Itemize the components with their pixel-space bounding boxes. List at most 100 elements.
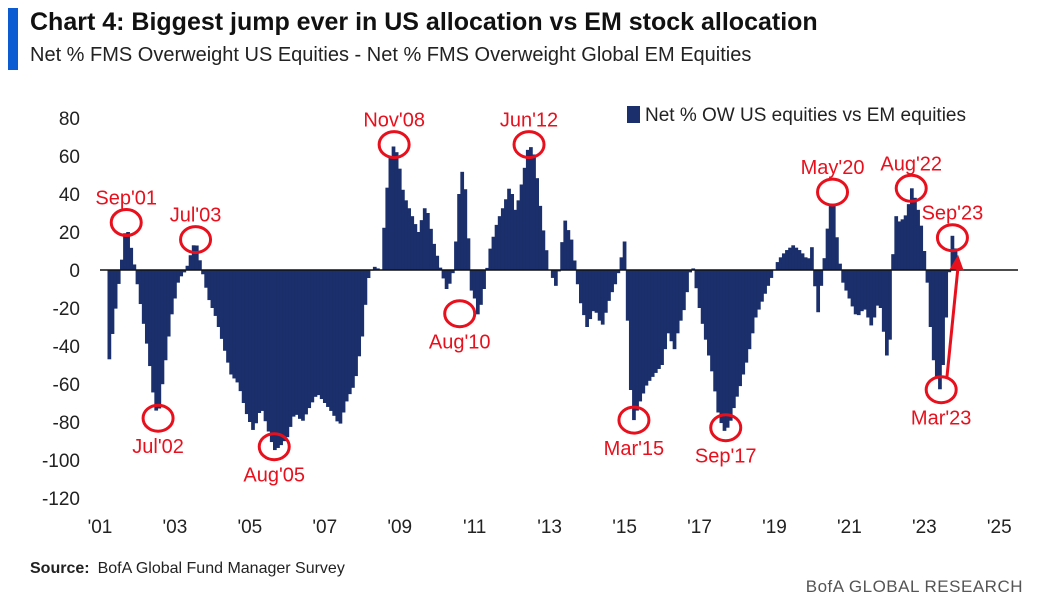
bar (338, 270, 343, 424)
bar (297, 270, 302, 419)
bar (248, 270, 252, 422)
bar (835, 237, 839, 270)
bar (878, 270, 883, 308)
bar (344, 270, 349, 402)
bar (625, 270, 630, 321)
y-tick-label: -120 (42, 489, 80, 510)
x-tick-label: '07 (312, 517, 337, 538)
bar (685, 270, 689, 293)
bar (838, 263, 842, 270)
bar (725, 270, 730, 428)
x-tick-label: '01 (88, 517, 113, 538)
bar (650, 270, 655, 377)
bar (251, 270, 255, 430)
bar (263, 270, 268, 422)
bar (401, 189, 405, 270)
bar (885, 270, 889, 356)
y-tick-label: -80 (53, 413, 80, 434)
bar (897, 221, 902, 270)
bar (891, 254, 895, 270)
bar (538, 205, 543, 270)
bar (126, 232, 130, 270)
bar (341, 270, 346, 413)
annotation-label: Nov'08 (363, 110, 425, 132)
bar (638, 270, 643, 402)
bar (603, 270, 608, 313)
bar (594, 270, 599, 313)
bar (460, 171, 465, 270)
bar (700, 270, 705, 324)
bar (697, 270, 702, 308)
bar (294, 270, 299, 415)
bar (610, 270, 614, 293)
bar (391, 146, 396, 270)
x-tick-label: '13 (537, 517, 562, 538)
bar (322, 270, 327, 403)
annotation-label: Sep'23 (922, 203, 984, 225)
bar (198, 260, 202, 270)
y-tick-label: 0 (69, 261, 80, 282)
arrow-shaft (945, 266, 960, 379)
bar (285, 270, 290, 438)
bar (922, 251, 927, 270)
y-tick-label: 40 (59, 185, 80, 206)
bar (488, 248, 493, 270)
bar (500, 208, 505, 270)
annotation-circle (894, 173, 928, 203)
bar (563, 220, 568, 270)
annotation-circle (141, 403, 175, 433)
bar (600, 270, 605, 325)
annotation-circle (816, 177, 850, 207)
bar (613, 270, 618, 285)
bar (597, 270, 602, 321)
bar (775, 262, 780, 270)
bar (357, 270, 362, 357)
bar (201, 270, 205, 275)
bar (735, 270, 739, 397)
bar (482, 270, 486, 289)
chart-subtitle: Net % FMS Overweight US Equities - Net %… (30, 44, 752, 66)
bar (257, 270, 262, 413)
bar (176, 270, 180, 283)
bar (129, 247, 134, 270)
bar (316, 270, 321, 396)
annotation-label: Aug'05 (243, 465, 305, 487)
bar (179, 270, 184, 277)
bar (806, 258, 811, 270)
bar (507, 188, 511, 270)
bar (232, 270, 237, 379)
bar (141, 270, 146, 324)
bar (138, 270, 143, 305)
bar (769, 270, 774, 278)
bar (444, 270, 449, 289)
bar (397, 168, 402, 270)
bar (938, 270, 942, 390)
bar (394, 152, 399, 270)
bar (616, 270, 621, 274)
bar (157, 270, 162, 409)
bar (116, 270, 121, 284)
bar (628, 270, 633, 391)
bar (244, 270, 249, 415)
bar (750, 270, 755, 334)
bar (422, 208, 427, 270)
bar (226, 270, 230, 363)
bar (560, 242, 564, 270)
y-tick-label: -20 (53, 299, 80, 320)
bar (416, 232, 421, 270)
bar (519, 184, 524, 270)
bar (282, 270, 287, 442)
bar (335, 270, 340, 422)
bar (385, 187, 390, 270)
arrow-head (949, 254, 964, 271)
annotation-circle (443, 299, 477, 329)
bar (219, 270, 224, 339)
bar (351, 270, 355, 388)
bar (672, 270, 677, 350)
bar (466, 238, 471, 270)
bar (120, 259, 124, 270)
bar (229, 270, 233, 375)
bar (307, 270, 312, 409)
annotation-circle (924, 375, 958, 405)
bar (863, 270, 867, 310)
